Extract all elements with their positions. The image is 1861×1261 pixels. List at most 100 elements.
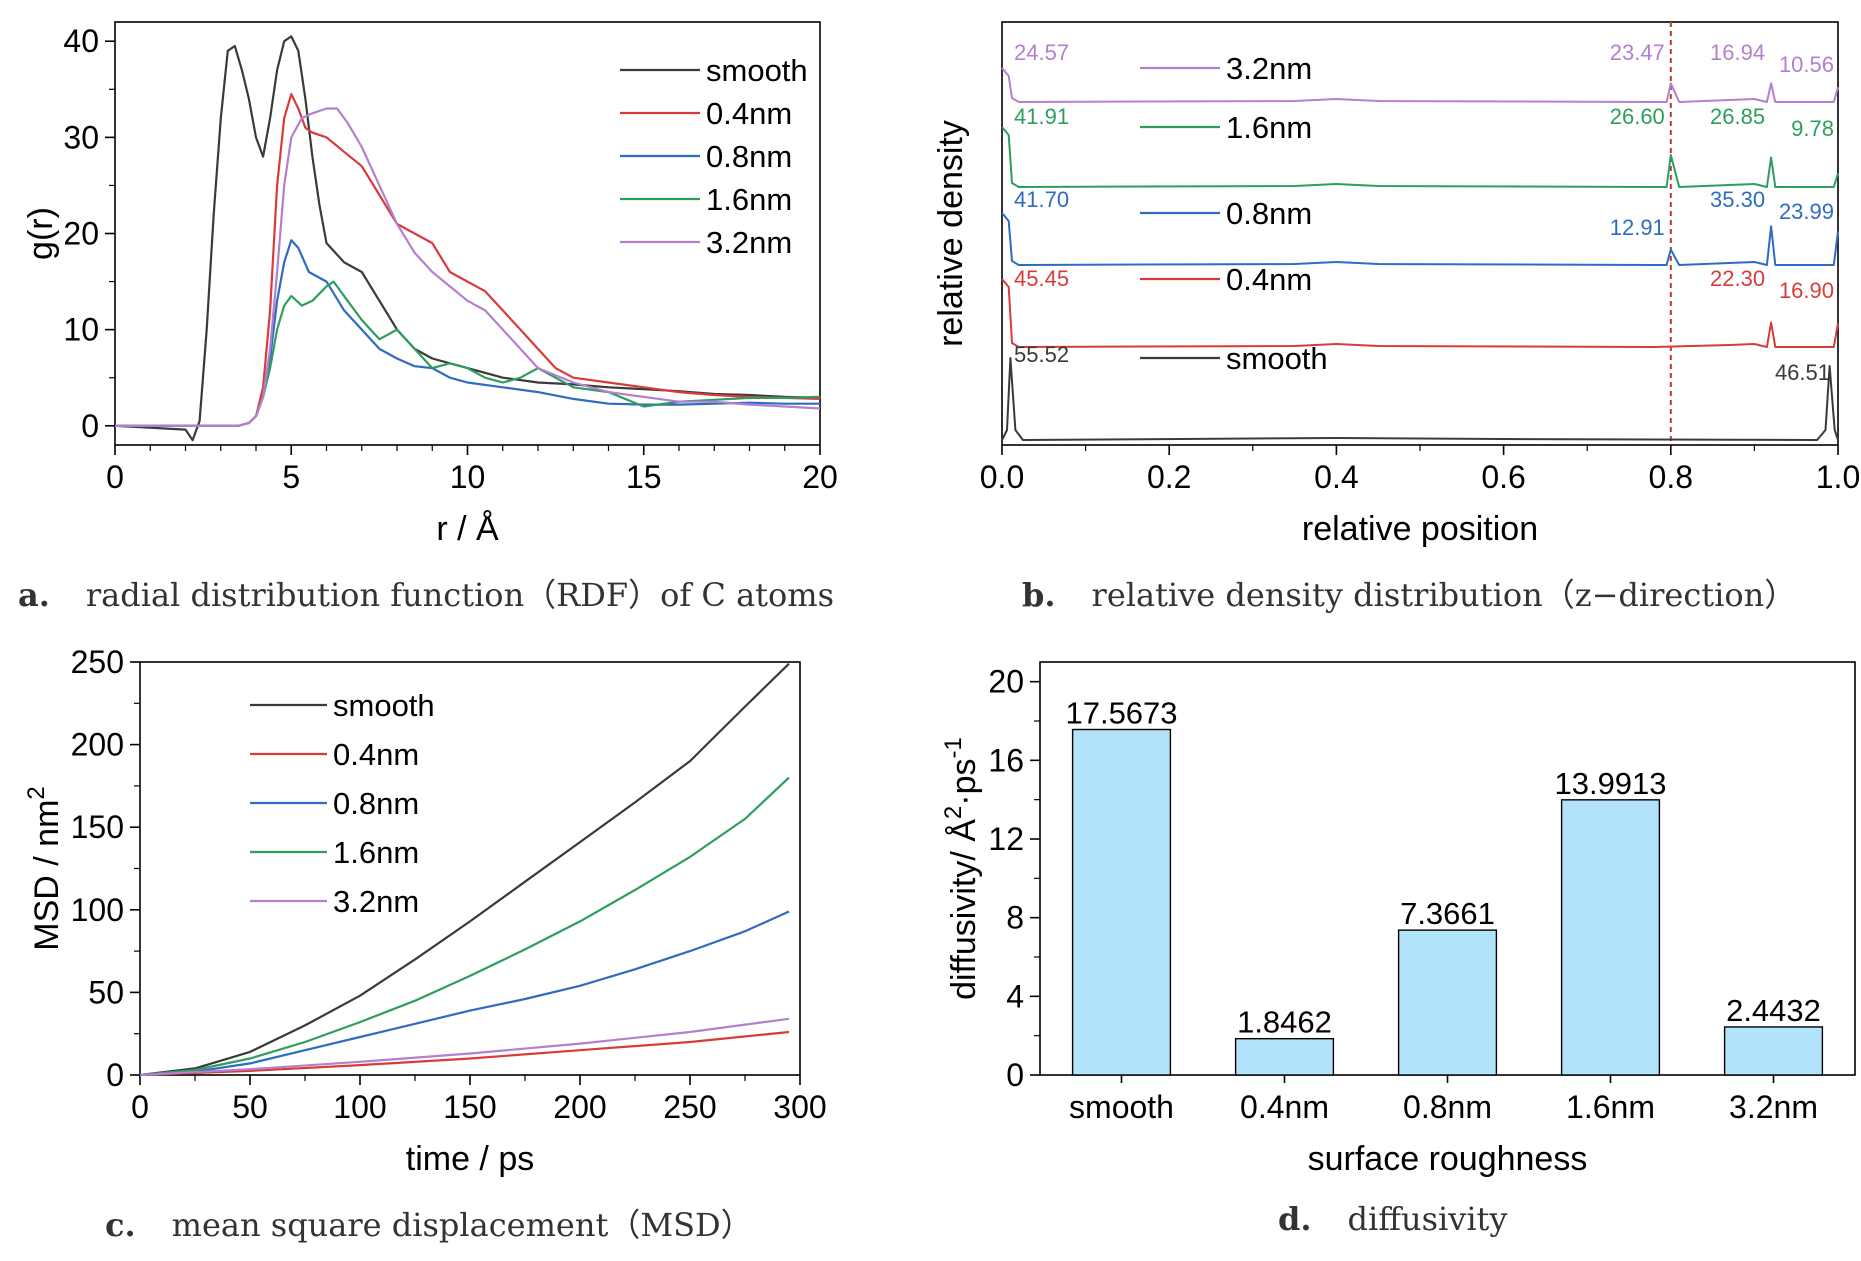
panel-c-legend-label-1.6nm: 1.6nm (333, 835, 419, 870)
panel-b-legend-label-1.6nm: 1.6nm (1226, 110, 1312, 145)
panel-c-y-tick-label: 150 (71, 809, 124, 845)
panel-c-x-tick-label: 50 (232, 1089, 268, 1125)
panel-c-y-tick-label: 100 (71, 892, 124, 928)
panel-d-bar-label-smooth: 17.5673 (1065, 696, 1177, 731)
caption-a-text: radial distribution function（RDF）of C at… (85, 576, 835, 614)
panel-d-bar-label-1.6nm: 13.9913 (1554, 766, 1666, 801)
panel-b-peak-label-1.6nm: 9.78 (1791, 116, 1834, 141)
caption-a-letter: a. (18, 576, 50, 614)
caption-b-text: relative density distribution（z−directio… (1091, 576, 1797, 614)
panel-b-series-3.2nm (1001, 67, 1839, 103)
panel-d-bar-label-0.8nm: 7.3661 (1400, 896, 1495, 931)
panel-a-series-0.8nm (115, 239, 820, 427)
panel-c-x-tick-label: 250 (663, 1089, 716, 1125)
panel-c-x-tick-label: 200 (553, 1089, 606, 1125)
caption-c-text: mean square displacement（MSD） (171, 1206, 753, 1244)
caption-c-letter: c. (105, 1206, 136, 1244)
caption-b-letter: b. (1022, 576, 1056, 614)
panel-d-bar-label-3.2nm: 2.4432 (1726, 993, 1821, 1028)
panel-b-peak-label-0.8nm: 23.99 (1779, 199, 1834, 224)
panel-a-x-tick-label: 10 (450, 459, 486, 495)
panel-b-ylabel: relative density (932, 120, 970, 347)
panel-b-series-0.4nm (1001, 278, 1839, 348)
panel-c-xlabel: time / ps (406, 1140, 534, 1178)
panel-d-bar-smooth (1071, 728, 1172, 1076)
panel-c-x-tick-label: 300 (773, 1089, 826, 1125)
panel-c-x-tick-label: 150 (443, 1089, 496, 1125)
panel-c-series-0.4nm (139, 1030, 790, 1077)
panel-d-category-3.2nm: 3.2nm (1729, 1089, 1818, 1125)
panel-c-ylabel: MSD / nm2 (23, 786, 66, 950)
panel-a-x-tick-label: 5 (282, 459, 300, 495)
panel-a-legend-label-0.4nm: 0.4nm (706, 96, 792, 131)
panel-c-legend-label-3.2nm: 3.2nm (333, 884, 419, 919)
panel-d-category-0.8nm: 0.8nm (1403, 1089, 1492, 1125)
panel-d-ylabel-part-2: -1 (940, 737, 967, 758)
panel-d-y-tick-label: 0 (1006, 1057, 1024, 1093)
panel-d-y-tick-label: 20 (988, 664, 1024, 700)
panel-b-peak-label-3.2nm: 10.56 (1779, 52, 1834, 77)
panel-d-category-0.4nm: 0.4nm (1240, 1089, 1329, 1125)
panel-c-y-tick-label: 0 (106, 1057, 124, 1093)
panel-c-legend-label-0.8nm: 0.8nm (333, 786, 419, 821)
panel-b-peak-label-3.2nm: 16.94 (1710, 40, 1765, 65)
panel-d-bar-1.6nm (1560, 799, 1661, 1076)
panel-b-x-tick-label: 1.0 (1816, 459, 1860, 495)
panel-b-peak-label-3.2nm: 24.57 (1014, 40, 1069, 65)
caption-d: d. diffusivity (1278, 1200, 1507, 1238)
panel-d-y-tick-label: 12 (988, 821, 1024, 857)
panel-a-xlabel: r / Å (436, 510, 499, 548)
panel-b-peak-label-0.8nm: 35.30 (1710, 187, 1765, 212)
panel-b-legend-label-smooth: smooth (1226, 341, 1328, 376)
panel-b-xlabel: relative position (1302, 510, 1538, 548)
panel-a-legend-label-smooth: smooth (706, 53, 808, 88)
panel-a-series-1.6nm (115, 280, 821, 427)
panel-a-series-smooth (114, 35, 821, 442)
panel-d-y-tick-label: 4 (1006, 978, 1024, 1014)
panel-b-peak-label-0.4nm: 45.45 (1014, 266, 1069, 291)
panel-d-xlabel: surface roughness (1308, 1140, 1588, 1178)
panel-b-peak-label-0.8nm: 41.70 (1014, 187, 1069, 212)
panel-a-x-tick-label: 20 (802, 459, 838, 495)
panel-b-x-tick-label: 0.4 (1314, 459, 1358, 495)
panel-c-y-tick-label: 50 (88, 974, 124, 1010)
panel-c-series-0.8nm (139, 910, 790, 1077)
panel-a-x-tick-label: 15 (626, 459, 662, 495)
panel-d-ylabel: diffusivity/ Å2·ps-1 (940, 737, 983, 1000)
panel-a-x-tick-label: 0 (106, 459, 124, 495)
panel-b-series-0.8nm (1001, 212, 1839, 266)
panel-d-bar-label-0.4nm: 1.8462 (1237, 1005, 1332, 1040)
panel-d-y-tick-label: 8 (1006, 900, 1024, 936)
panel-b-series-1.6nm (1001, 126, 1839, 188)
panel-b-peak-label-smooth: 46.51 (1775, 360, 1830, 385)
panel-a-ylabel: g(r) (22, 207, 60, 260)
panel-b-series-smooth (1001, 357, 1839, 441)
panel-c-series-smooth (139, 662, 790, 1077)
panel-d-y-tick-label: 16 (988, 742, 1024, 778)
panel-a-series-3.2nm (115, 107, 821, 427)
panel-a-series-0.4nm (115, 93, 821, 427)
panel-d-bar-0.8nm (1397, 929, 1498, 1076)
panel-c-ylabel-superscript: 2 (23, 786, 50, 799)
panel-b-peak-label-3.2nm: 23.47 (1610, 40, 1665, 65)
panel-c-frame (139, 661, 801, 1076)
caption-c: c. mean square displacement（MSD） (105, 1200, 753, 1246)
panel-b-peak-label-0.4nm: 22.30 (1710, 266, 1765, 291)
panel-b-legend-label-0.8nm: 0.8nm (1226, 196, 1312, 231)
panel-b-frame (1001, 21, 1839, 446)
panel-a-y-tick-label: 40 (63, 23, 99, 59)
panel-a-legend-label-0.8nm: 0.8nm (706, 139, 792, 174)
panel-a-y-tick-label: 0 (81, 408, 99, 444)
panel-b-peak-label-1.6nm: 26.85 (1710, 104, 1765, 129)
panel-c-x-tick-label: 0 (131, 1089, 149, 1125)
panel-c-y-tick-label: 250 (71, 644, 124, 680)
panel-d-bar-3.2nm (1723, 1026, 1824, 1076)
panel-b-legend-label-3.2nm: 3.2nm (1226, 51, 1312, 86)
caption-d-letter: d. (1278, 1200, 1312, 1238)
panel-c-series-3.2nm (139, 1017, 790, 1077)
caption-a: a. radial distribution function（RDF）of C … (18, 570, 834, 616)
panel-b-peak-label-0.4nm: 16.90 (1779, 278, 1834, 303)
panel-a-legend-label-3.2nm: 3.2nm (706, 225, 792, 260)
panel-c-legend-label-smooth: smooth (333, 688, 435, 723)
